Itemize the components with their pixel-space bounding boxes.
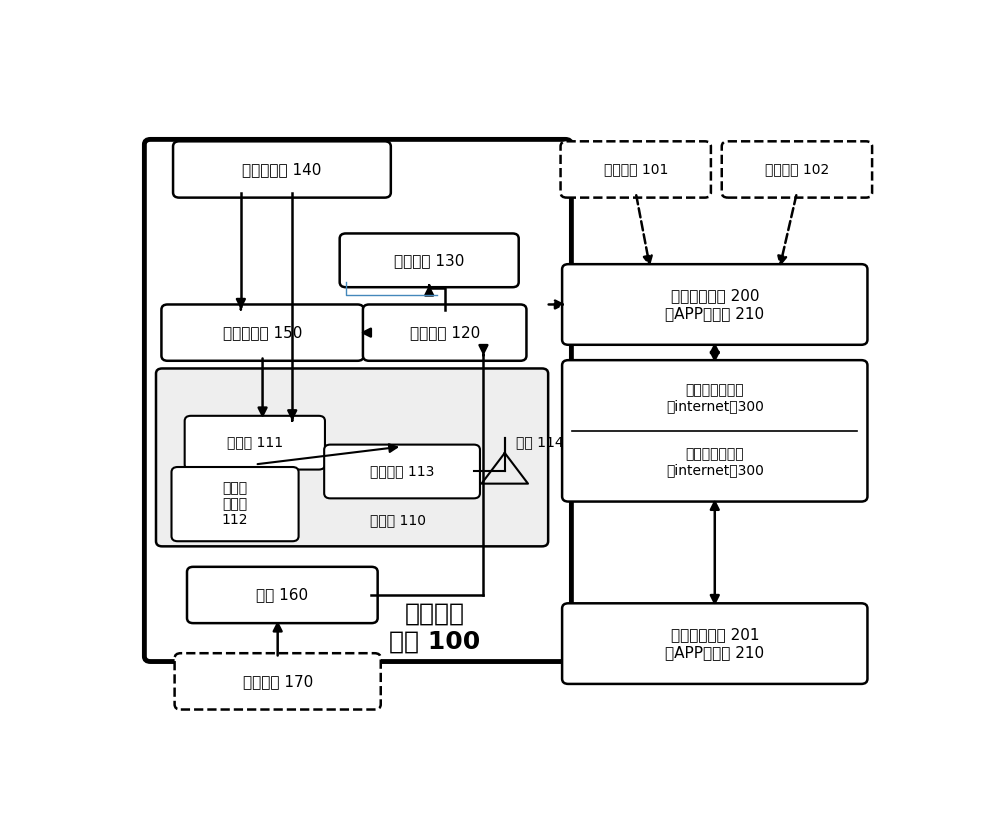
- FancyBboxPatch shape: [722, 141, 872, 198]
- FancyBboxPatch shape: [562, 603, 867, 684]
- Text: 数字化 111: 数字化 111: [227, 435, 283, 450]
- Text: 电压基准 130: 电压基准 130: [394, 253, 464, 268]
- Text: 电池 160: 电池 160: [256, 588, 308, 602]
- FancyBboxPatch shape: [185, 416, 325, 470]
- Text: 检测装置 101: 检测装置 101: [604, 163, 668, 176]
- FancyBboxPatch shape: [173, 141, 391, 198]
- Text: 前处理放大 150: 前处理放大 150: [223, 325, 302, 340]
- Text: 排泄检
测算法
112: 排泄检 测算法 112: [222, 481, 248, 528]
- FancyBboxPatch shape: [562, 360, 867, 502]
- Text: 天线 114: 天线 114: [516, 435, 564, 449]
- Text: 中央监护服务器
（internet）300: 中央监护服务器 （internet）300: [666, 383, 764, 413]
- FancyBboxPatch shape: [156, 368, 548, 546]
- FancyBboxPatch shape: [561, 141, 711, 198]
- FancyBboxPatch shape: [562, 264, 867, 345]
- Text: 单片机 110: 单片机 110: [370, 514, 426, 527]
- Text: 传感器电缆 140: 传感器电缆 140: [242, 162, 322, 177]
- FancyBboxPatch shape: [161, 304, 364, 361]
- Text: 充电电路 170: 充电电路 170: [243, 674, 313, 689]
- FancyBboxPatch shape: [324, 445, 480, 499]
- Text: 排泄检测
装置 100: 排泄检测 装置 100: [389, 602, 481, 653]
- Text: 无线监护终端 200
（APP）应用 210: 无线监护终端 200 （APP）应用 210: [665, 288, 764, 321]
- Text: 检测装置 102: 检测装置 102: [765, 163, 829, 176]
- Text: 远程数据服务器
（internet）300: 远程数据服务器 （internet）300: [666, 447, 764, 478]
- FancyBboxPatch shape: [340, 234, 519, 288]
- FancyBboxPatch shape: [187, 567, 378, 623]
- FancyBboxPatch shape: [172, 467, 299, 541]
- FancyBboxPatch shape: [175, 653, 381, 710]
- FancyBboxPatch shape: [144, 140, 571, 661]
- Text: 射频输出 113: 射频输出 113: [370, 465, 434, 479]
- Text: 远程监护终端 201
（APP）应用 210: 远程监护终端 201 （APP）应用 210: [665, 627, 764, 660]
- Text: 电源输出 120: 电源输出 120: [410, 325, 480, 340]
- FancyBboxPatch shape: [363, 304, 526, 361]
